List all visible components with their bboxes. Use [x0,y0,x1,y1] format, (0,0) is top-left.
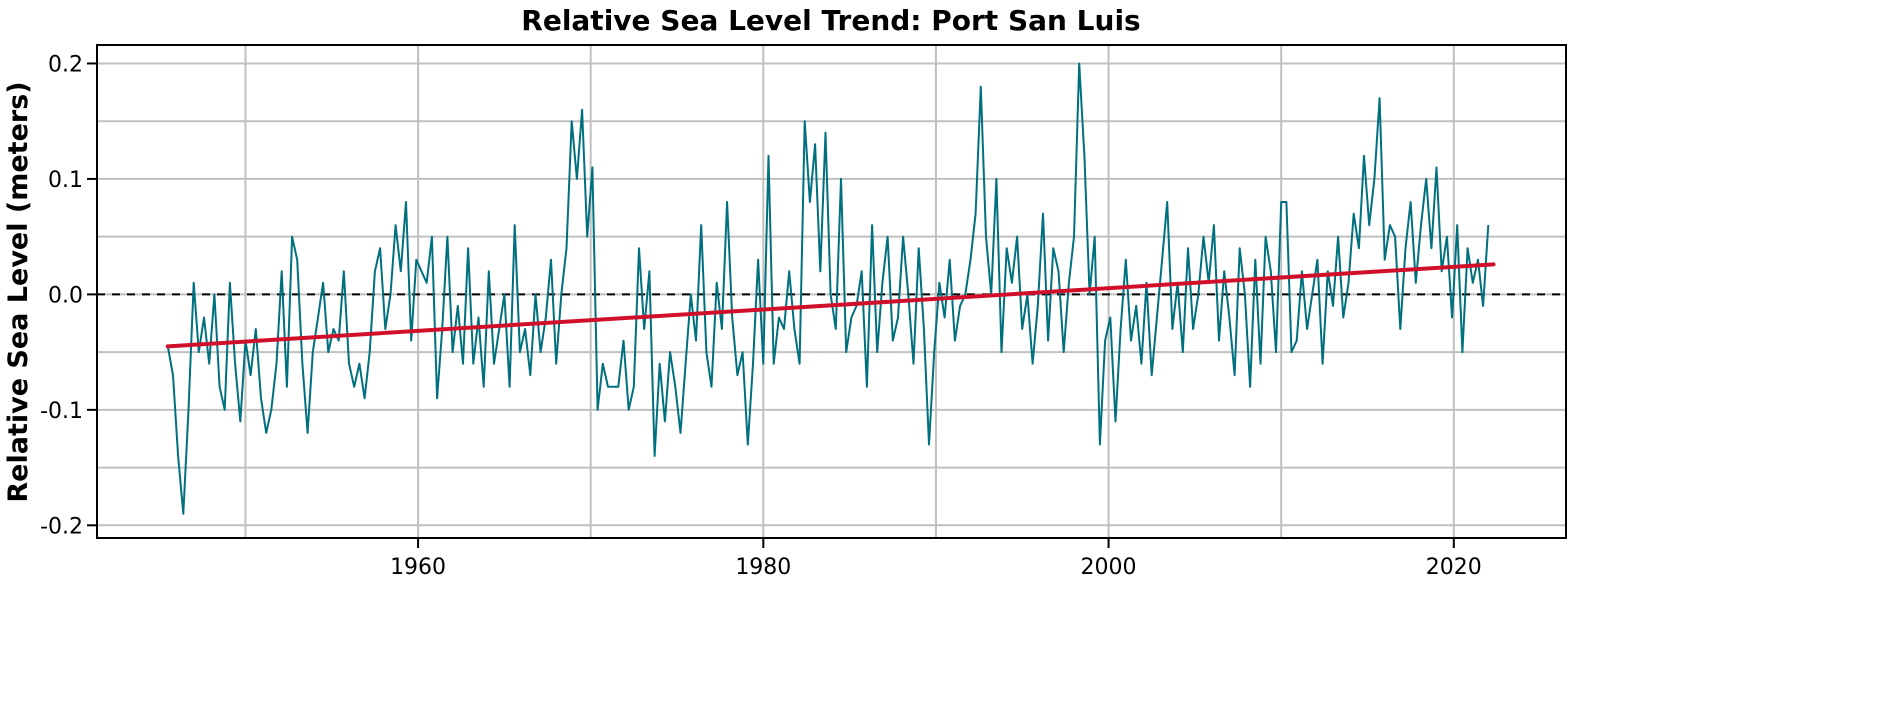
plot-frame [96,44,1567,539]
x-tick-label: 1960 [390,555,446,580]
x-tick-label: 2000 [1081,555,1137,580]
y-tick-label: -0.1 [40,399,83,424]
chart-title: Relative Sea Level Trend: Port San Luis [521,4,1140,37]
x-tick-label: 2020 [1426,555,1482,580]
x-tick-label: 1980 [735,555,791,580]
trend-line [165,262,1496,349]
y-tick-label: -0.2 [40,514,83,539]
sea-level-series-line [166,62,1490,515]
data-series [97,62,1566,515]
y-axis-label: Relative Sea Level (meters) [3,81,34,502]
y-tick-label: 0.2 [48,52,83,77]
axis-ticks: 0.2 0.1 0.0 -0.1 -0.2 1960 1980 2000 2020 [40,52,1482,580]
y-tick-label: 0.1 [48,168,83,193]
y-tick-label: 0.0 [48,283,83,308]
